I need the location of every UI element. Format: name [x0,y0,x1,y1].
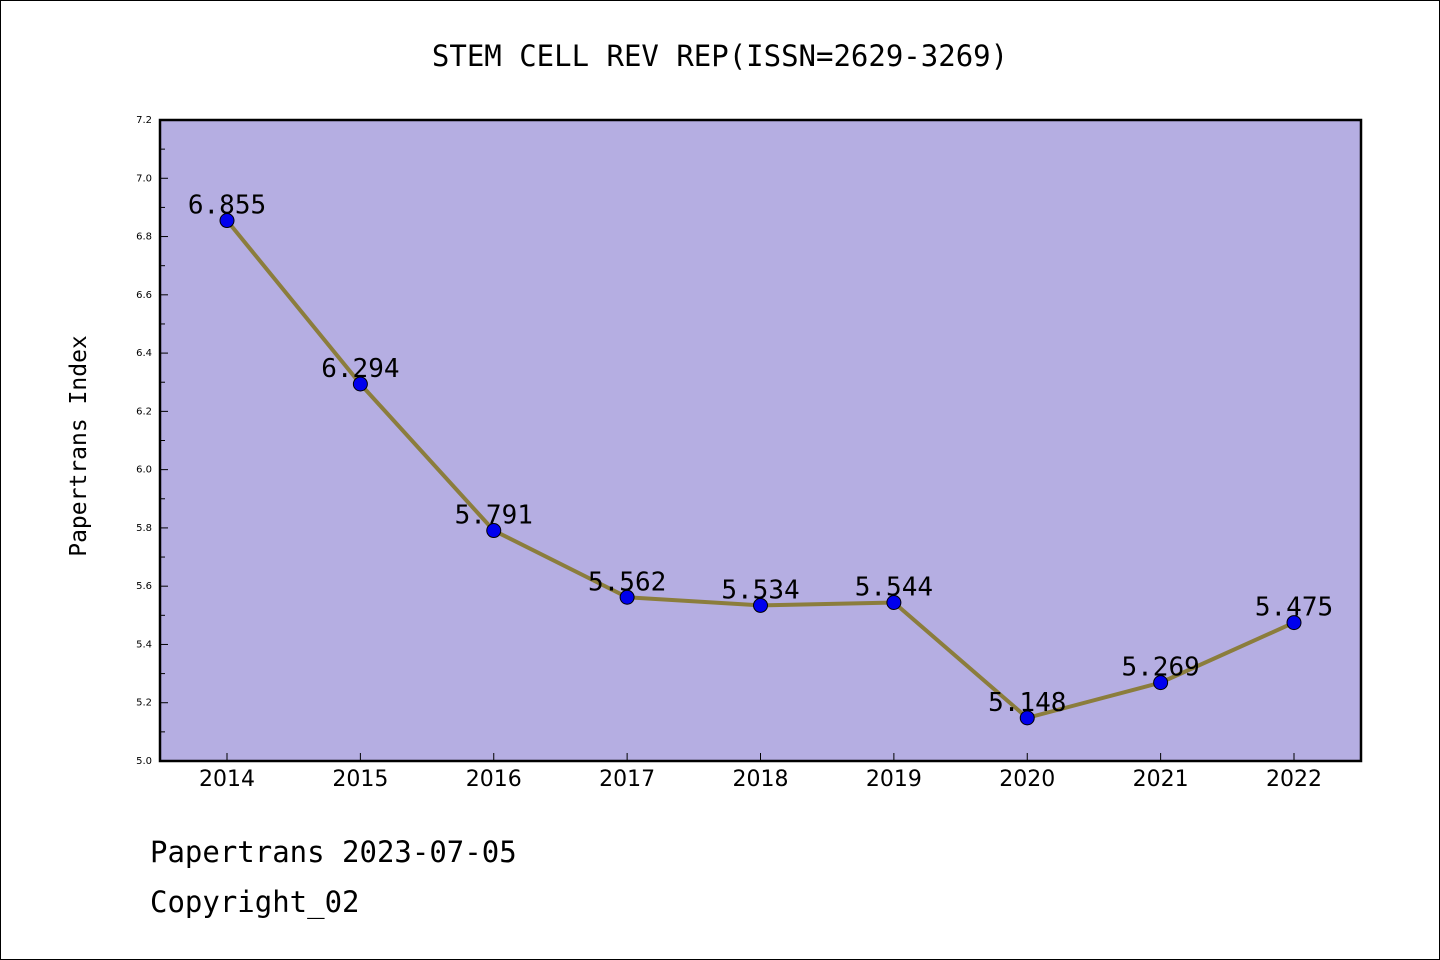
data-labels: 6.855 6.294 5.791 5.562 5.534 5.544 5.148 5.269… [188,191,1333,718]
y-tick-label: 7.0 [136,173,152,184]
data-label: 5.269 [1121,653,1199,683]
x-tick-label: 2018 [733,767,789,792]
chart-title: STEM CELL REV REP(ISSN=2629-3269) [432,39,1008,73]
footer-copyright: Copyright_02 [150,885,360,919]
x-tick-label: 2015 [332,767,388,792]
y-axis: 5.0 5.2 5.4 5.6 5.8 6.0 6.2 6.4 6.6 6.8 7.0 7.2 [136,115,168,767]
plot-area [158,118,1363,763]
y-tick-label: 5.6 [136,581,152,592]
data-label: 5.534 [721,575,799,605]
y-tick-label: 6.6 [136,290,152,301]
data-point [486,523,502,539]
x-tick-label: 2021 [1133,767,1189,792]
data-point [1153,675,1169,691]
footer-date-line: Papertrans 2023-07-05 [150,835,517,869]
y-tick-label: 5.4 [136,639,152,650]
x-tick-label: 2016 [466,767,522,792]
data-point [753,597,768,613]
y-tick-label: 5.0 [136,756,152,767]
y-tick-label: 6.2 [136,406,152,417]
data-label: 5.148 [988,688,1066,718]
data-points [219,213,1302,726]
data-label: 5.791 [455,501,533,531]
y-tick-label: 6.0 [136,465,152,476]
x-tick-label: 2017 [599,767,655,792]
x-tick-label: 2020 [999,767,1055,792]
data-label: 6.855 [188,191,266,221]
y-tick-label: 7.2 [136,115,152,126]
data-label: 5.544 [855,572,933,602]
x-tick-label: 2019 [866,767,922,792]
x-tick-label: 2022 [1266,767,1322,792]
data-point [352,376,368,392]
data-point [886,594,902,610]
data-label: 6.294 [321,354,399,384]
x-tick-label: 2014 [199,767,255,792]
data-point [1286,615,1302,631]
data-point [1019,710,1035,726]
data-point [619,589,635,605]
data-label: 5.475 [1255,593,1333,623]
x-axis: 2014 2015 2016 2017 2018 2019 2020 2021 2022 [199,753,1322,792]
y-tick-label: 5.8 [136,523,152,534]
y-tick-label: 5.2 [136,698,152,709]
data-point [219,213,235,229]
y-tick-label: 6.4 [136,348,152,359]
y-tick-label: 6.8 [136,232,152,243]
y-axis-label: Papertrans Index [66,335,92,557]
data-label: 5.562 [588,567,666,597]
